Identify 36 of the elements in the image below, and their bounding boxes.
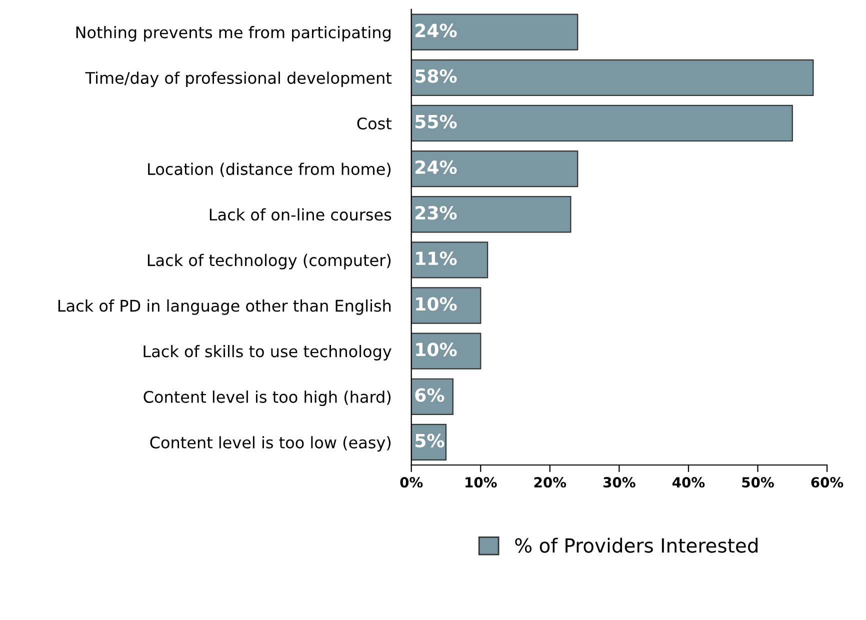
x-tick-label: 50% [742, 477, 774, 488]
bar [411, 104, 793, 142]
data-label: 55% [416, 114, 457, 128]
bar [411, 332, 482, 370]
bar [411, 14, 578, 50]
data-label: 11% [416, 252, 457, 266]
x-tick-label: 0% [400, 477, 423, 488]
data-label: 23% [416, 206, 457, 220]
y-tick-label: Nothing prevents me from participating [76, 26, 390, 42]
data-label: 5% [416, 434, 444, 448]
y-tick-label: Lack of PD in language other than English [58, 299, 391, 315]
data-label: 6% [415, 388, 444, 402]
y-tick-label: Lack of on-line courses [210, 208, 392, 221]
bar [411, 150, 578, 188]
bar [411, 59, 814, 96]
bar [411, 287, 482, 324]
x-tick-label: 60% [811, 477, 844, 488]
x-tick-label: 40% [672, 477, 705, 488]
data-label: 10% [416, 342, 457, 356]
y-tick-label: Time/day of professional development [85, 72, 392, 88]
data-label: 58% [416, 69, 457, 83]
legend-label: % of Providers Interested [515, 538, 758, 553]
y-tick-label: Content level is too low (easy) [150, 436, 391, 452]
y-tick-label: Lack of skills to use technology [144, 345, 392, 360]
x-tick-label: 10% [466, 477, 497, 488]
data-label: 24% [416, 24, 457, 38]
y-tick-label: Content level is too high (hard) [144, 390, 391, 406]
data-label: 10% [416, 297, 457, 311]
y-tick-label: Location (distance from home) [148, 162, 391, 177]
x-tick-label: 30% [603, 477, 636, 488]
x-tick-label: 20% [534, 477, 566, 488]
y-tick-label: Lack of technology (computer) [148, 254, 391, 270]
y-tick-label: Cost [357, 117, 392, 130]
data-label: 24% [416, 160, 457, 174]
bar [411, 242, 488, 278]
bar [411, 196, 572, 233]
